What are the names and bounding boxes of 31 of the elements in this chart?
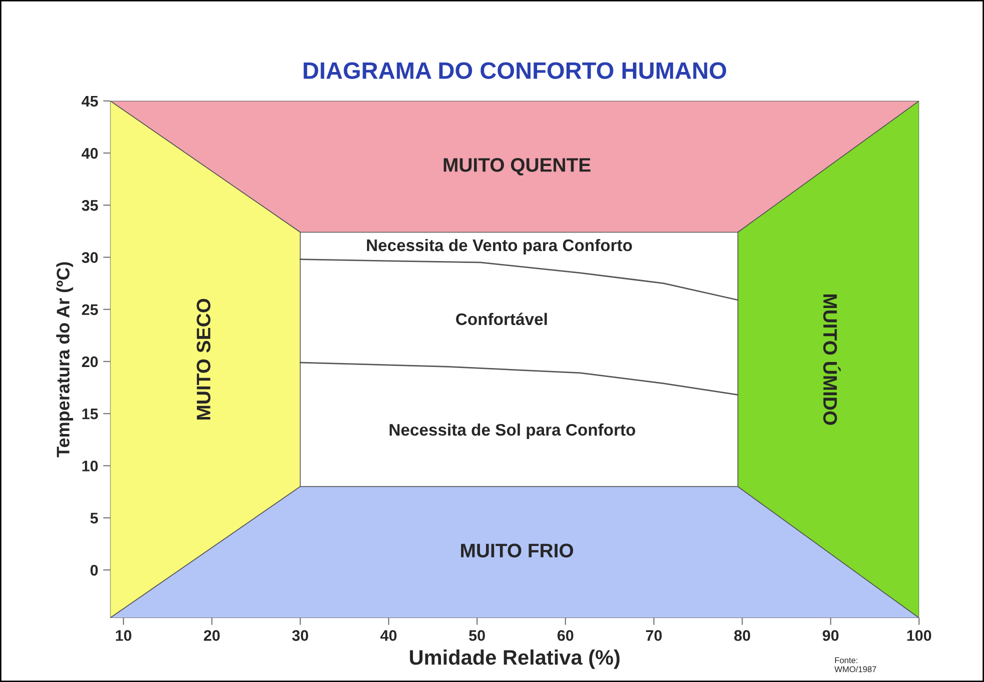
- series-label: MUITO ÚMIDO: [823, 294, 841, 425]
- x-tick-label: 10: [116, 630, 132, 641]
- x-axis-title: Umidade Relativa (%): [410, 649, 620, 669]
- annotation: Necessita de Sol para Conforto: [390, 424, 636, 440]
- y-tick-label: 25: [82, 304, 98, 316]
- y-tick-label: 40: [82, 148, 98, 159]
- x-tick-label: 30: [292, 630, 308, 641]
- series-label: MUITO FRIO: [461, 544, 574, 558]
- y-tick-label: 20: [82, 356, 98, 368]
- x-tick-label: 60: [558, 630, 574, 641]
- y-tick-label: 0: [90, 564, 98, 576]
- chart-title: DIAGRAMA DO CONFORTO HUMANO: [304, 62, 726, 79]
- series-label: MUITO QUENTE: [444, 158, 590, 176]
- x-tick-label: 90: [822, 630, 839, 641]
- x-tick-label: 20: [204, 630, 220, 641]
- annotation: Necessita de Vento para Conforto: [367, 238, 632, 254]
- y-tick-label: 45: [82, 96, 98, 107]
- x-tick-label: 100: [907, 630, 932, 641]
- y-tick-label: 5: [90, 512, 98, 524]
- y-tick-label: 30: [82, 252, 98, 263]
- y-tick-label: 15: [82, 408, 98, 420]
- x-tick-label: 50: [469, 630, 485, 641]
- series-label: MUITO SECO: [196, 298, 210, 420]
- y-tick-label: 10: [82, 460, 98, 472]
- annotation: Confortável: [456, 312, 547, 326]
- source-note: Fonte: WMO/1987: [834, 657, 876, 672]
- y-axis-title: Temperatura do Ar (ºC): [56, 262, 74, 458]
- y-tick-label: 35: [82, 200, 98, 211]
- x-tick-label: 80: [734, 630, 750, 641]
- x-tick-label: 70: [646, 630, 662, 641]
- x-tick-label: 40: [380, 630, 397, 641]
